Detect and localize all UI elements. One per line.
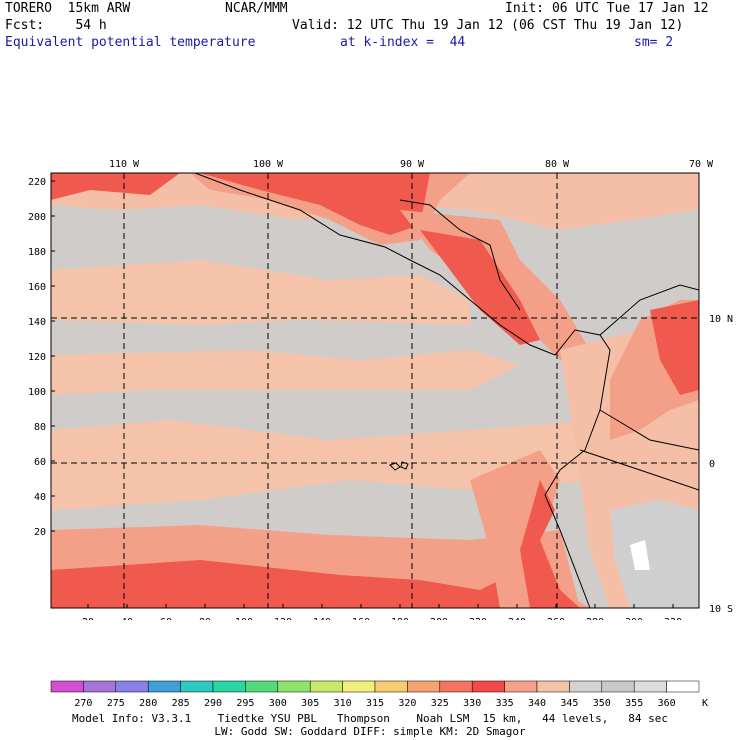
y-tick-label: 140 [28, 317, 46, 328]
valid-time: Valid: 12 UTC Thu 19 Jan 12 (06 CST Thu … [292, 18, 684, 33]
lat-label: 10 S [709, 604, 733, 615]
x-tick-label: 140 [313, 617, 331, 620]
x-tick-label: 300 [625, 617, 643, 620]
colorbar-swatch [212, 680, 246, 693]
y-tick-label: 20 [34, 527, 46, 538]
colorbar-swatch [309, 680, 343, 693]
colorbar-label: 300 [269, 698, 287, 709]
colorbar-swatch [115, 680, 149, 693]
colorbar-label: 285 [172, 698, 190, 709]
y-tick-label: 200 [28, 212, 46, 223]
y-tick-label: 80 [34, 422, 46, 433]
colorbar-label: 355 [625, 698, 643, 709]
y-tick-label: 100 [28, 387, 46, 398]
colorbar-swatch [407, 680, 441, 693]
init-time: Init: 06 UTC Tue 17 Jan 12 [505, 1, 709, 16]
y-tick-label: 220 [28, 177, 46, 188]
colorbar-label: 280 [139, 698, 157, 709]
x-tick-label: 240 [508, 617, 526, 620]
colorbar-swatch [50, 680, 84, 693]
lat-lon-grid [51, 173, 699, 608]
field-name: Equivalent potential temperature [5, 35, 256, 50]
lon-label: 90 W [400, 159, 425, 170]
coastlines [194, 173, 699, 608]
lon-label: 110 W [109, 159, 140, 170]
colorbar-label: 270 [74, 698, 92, 709]
x-tick-label: 200 [430, 617, 448, 620]
theta-e-field [51, 173, 699, 608]
colorbar-label: 320 [398, 698, 416, 709]
level-label: at k-index = 44 [340, 35, 466, 50]
colorbar-swatch [471, 680, 505, 693]
colorbar-label: 310 [334, 698, 352, 709]
colorbar-swatch [83, 680, 117, 693]
x-tick-label: 120 [274, 617, 292, 620]
x-tick-label: 220 [469, 617, 487, 620]
map-figure: 110 W 100 W 90 W 80 W 70 W 10 N 0 10 S 2… [28, 159, 733, 620]
colorbar-swatch [666, 680, 700, 693]
x-tick-label: 180 [391, 617, 409, 620]
colorbar-label: 290 [204, 698, 222, 709]
colorbar-label: 360 [658, 698, 676, 709]
colorbar-swatch [633, 680, 667, 693]
x-tick-label: 20 [82, 617, 94, 620]
center-name: NCAR/MMM [225, 1, 288, 16]
lat-label: 10 N [709, 314, 733, 325]
colorbar-swatch [277, 680, 311, 693]
colorbar-swatch [180, 680, 214, 693]
x-tick-label: 160 [352, 617, 370, 620]
lat-label: 0 [709, 459, 715, 470]
colorbar-label: 330 [463, 698, 481, 709]
y-tick-label: 60 [34, 457, 46, 468]
colorbar-swatch [569, 680, 603, 693]
colorbar-label: 325 [431, 698, 449, 709]
x-tick-label: 100 [235, 617, 253, 620]
y-tick-label: 40 [34, 492, 46, 503]
colorbar-swatch [536, 680, 570, 693]
colorbar-unit: K [702, 698, 708, 709]
model-name: TORERO 15km ARW [5, 1, 131, 16]
y-tick-label: 160 [28, 282, 46, 293]
x-tick-label: 280 [586, 617, 604, 620]
colorbar-label: 345 [560, 698, 578, 709]
colorbar-label: 315 [366, 698, 384, 709]
colorbar-swatch [439, 680, 473, 693]
colorbar-swatch [601, 680, 635, 693]
colorbar-swatch [374, 680, 408, 693]
x-tick-label: 260 [547, 617, 565, 620]
colorbar-label: 340 [528, 698, 546, 709]
lon-label: 70 W [689, 159, 714, 170]
colorbar-label: 335 [496, 698, 514, 709]
colorbar-swatch [245, 680, 279, 693]
model-info: Model Info: V3.3.1 Tiedtke YSU PBL Thomp… [71, 712, 669, 725]
smoothing-label: sm= 2 [634, 35, 674, 50]
y-tick-label: 180 [28, 247, 46, 258]
model-physics: LW: Godd SW: Goddard DIFF: simple KM: 2D… [214, 725, 526, 738]
x-tick-label: 60 [160, 617, 172, 620]
x-tick-label: 320 [664, 617, 682, 620]
x-tick-label: 80 [199, 617, 211, 620]
x-tick-label: 40 [121, 617, 133, 620]
lon-label: 80 W [545, 159, 570, 170]
colorbar-label: 295 [236, 698, 254, 709]
y-tick-label: 120 [28, 352, 46, 363]
colorbar-swatch [504, 680, 538, 693]
colorbar-label: 350 [593, 698, 611, 709]
colorbar-swatch [147, 680, 181, 693]
colorbar: 270 275 280 285 290 295 300 305 310 315 320 325 330 3… [50, 680, 708, 709]
colorbar-label: 305 [301, 698, 319, 709]
colorbar-swatch [342, 680, 376, 693]
lon-label: 100 W [253, 159, 284, 170]
colorbar-label: 275 [107, 698, 125, 709]
forecast-hour: Fcst: 54 h [5, 18, 107, 33]
